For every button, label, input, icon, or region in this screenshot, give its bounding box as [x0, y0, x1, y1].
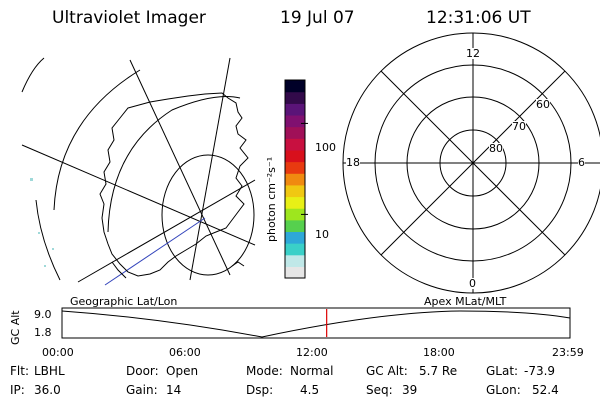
mlat-label-80: 80: [489, 142, 503, 155]
colorbar-cell: [285, 149, 305, 163]
status-flt-key: Flt:: [10, 364, 29, 378]
latitude-circle-pole: [161, 154, 255, 276]
mlt-label-18: 18: [346, 156, 360, 169]
colorbar-cell: [285, 138, 305, 151]
status-glat-value: -73.9: [524, 364, 556, 378]
colorbar-cell: [285, 254, 305, 267]
altitude-curve: [61, 310, 571, 338]
continent-outline: [99, 92, 249, 277]
status-glon-value: 52.4: [532, 383, 559, 397]
geographic-projection-label: Geographic Lat/Lon: [70, 295, 178, 308]
status-ip-key: IP:: [10, 383, 25, 397]
longitude-line-2: [129, 59, 231, 276]
colorbar-cell: [285, 114, 305, 128]
peninsula-outline: [111, 261, 127, 279]
colorbar-cell: [285, 173, 305, 186]
timeline-y-tick-max: 9.0: [34, 308, 52, 321]
status-seq-key: Seq:: [366, 383, 393, 397]
mlt-diagonal-2: [380, 70, 566, 256]
latitude-arc-inner: [107, 96, 241, 233]
longitude-line-3: [189, 57, 231, 281]
colorbar-cell: [285, 184, 305, 198]
mlt-label-12: 12: [466, 47, 480, 60]
timeline-x-tick: 18:00: [423, 346, 455, 359]
noise-specks: [30, 178, 54, 267]
limb-arc-left: [35, 199, 61, 281]
status-gain-key: Gain:: [126, 383, 158, 397]
mlt-label-0: 0: [469, 277, 476, 290]
geographic-map: [21, 57, 256, 286]
colorbar: [284, 79, 308, 279]
longitude-line-4: [77, 179, 256, 283]
header-date: 19 Jul 07: [280, 8, 355, 28]
mlt-label-6: 6: [578, 156, 585, 169]
colorbar-tick-10: 10: [315, 228, 329, 241]
colorbar-cell: [285, 243, 305, 256]
latitude-arc-outer: [53, 69, 141, 211]
timeline-x-tick: 06:00: [169, 346, 201, 359]
apex-projection-label: Apex MLat/MLT: [424, 295, 507, 308]
timeline-y-label: GC Alt: [9, 310, 22, 345]
timeline-x-tick: 00:00: [42, 346, 74, 359]
altitude-timeline: [61, 307, 571, 339]
status-gcalt-key: GC Alt:: [366, 364, 408, 378]
status-glon-key: GLon:: [486, 383, 521, 397]
colorbar-cell: [285, 161, 305, 174]
colorbar-tick-100: 100: [315, 141, 336, 154]
status-door-key: Door:: [126, 364, 159, 378]
colorbar-unit-label: photon cm⁻²s⁻¹: [265, 156, 278, 242]
colorbar-cell: [285, 219, 305, 233]
colorbar-cell: [285, 208, 305, 221]
header-time: 12:31:06 UT: [426, 8, 531, 28]
mlat-label-60: 60: [536, 98, 550, 111]
mlat-mlt-plot: [342, 32, 600, 294]
island-outline: [231, 261, 245, 267]
status-door-value: Open: [166, 364, 199, 378]
status-mode-key: Mode:: [246, 364, 283, 378]
colorbar-cell: [285, 91, 305, 104]
status-flt-value: LBHL: [34, 364, 65, 378]
terminator-line: [104, 217, 206, 286]
status-dsp-value: 4.5: [300, 383, 320, 397]
timeline-x-tick: 12:00: [296, 346, 328, 359]
status-gain-value: 14: [166, 383, 182, 397]
colorbar-cell: [285, 126, 305, 139]
limb-arc-upper-left: [21, 57, 45, 93]
status-gcalt-value: 5.7 Re: [419, 364, 458, 378]
longitude-line-1: [21, 144, 256, 246]
colorbar-cell: [285, 266, 305, 279]
status-glat-key: GLat:: [486, 364, 519, 378]
colorbar-cell: [285, 103, 305, 116]
status-mode-value: Normal: [290, 364, 334, 378]
timeline-x-tick: 23:59: [552, 346, 584, 359]
instrument-title: Ultraviolet Imager: [52, 8, 206, 28]
colorbar-cell: [285, 196, 305, 209]
status-dsp-key: Dsp:: [246, 383, 274, 397]
timeline-y-tick-min: 1.8: [34, 326, 52, 339]
status-ip-value: 36.0: [34, 383, 61, 397]
mlat-label-70: 70: [512, 120, 526, 133]
colorbar-cell: [285, 80, 305, 93]
colorbar-cell: [285, 231, 305, 244]
status-seq-value: 39: [402, 383, 418, 397]
timeline-frame: [61, 307, 571, 339]
